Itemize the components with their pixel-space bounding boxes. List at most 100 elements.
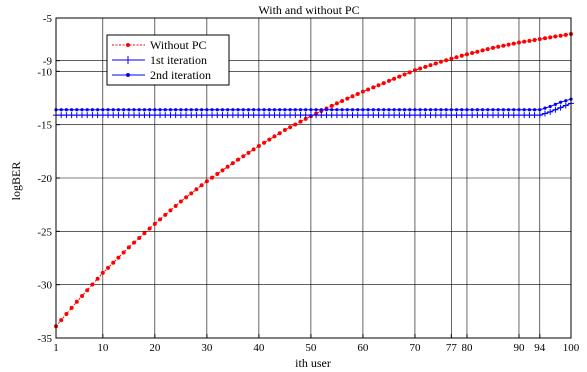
data-point xyxy=(527,108,531,112)
data-point xyxy=(515,112,522,119)
data-point xyxy=(183,112,190,119)
data-point xyxy=(475,108,479,112)
data-point xyxy=(340,98,345,103)
data-point xyxy=(532,37,537,42)
data-point xyxy=(401,112,408,119)
data-point xyxy=(382,108,386,112)
x-tick-label: 40 xyxy=(253,342,265,354)
data-point xyxy=(480,48,485,53)
y-tick-label: -5 xyxy=(43,13,53,25)
data-point xyxy=(376,108,381,112)
legend-label: 1st iteration xyxy=(150,53,207,67)
data-point xyxy=(407,70,412,75)
data-point xyxy=(355,91,360,96)
data-point xyxy=(349,112,356,119)
data-point xyxy=(111,260,116,265)
data-point xyxy=(255,112,262,119)
data-point xyxy=(173,203,178,208)
data-point xyxy=(318,112,325,119)
data-point xyxy=(459,53,464,58)
data-point xyxy=(184,108,188,112)
data-point xyxy=(548,35,553,40)
data-point xyxy=(359,112,366,119)
data-point xyxy=(210,108,214,112)
data-point xyxy=(73,112,80,119)
data-point xyxy=(142,231,147,236)
data-point xyxy=(58,112,65,119)
data-point xyxy=(323,112,330,119)
data-point xyxy=(120,112,127,119)
data-point xyxy=(489,112,496,119)
tick-layer: 1 10 20 30 40 50 60 70 77 80 90 94 100 -35 -30 -25 -20 -1… xyxy=(37,13,579,354)
data-point xyxy=(236,108,240,112)
data-point xyxy=(184,195,189,200)
data-point xyxy=(309,108,313,112)
data-point xyxy=(500,112,507,119)
data-point xyxy=(532,108,537,112)
data-point xyxy=(511,41,516,46)
data-point xyxy=(224,112,231,119)
data-point xyxy=(454,108,459,112)
data-point xyxy=(486,108,490,112)
data-point xyxy=(148,108,152,112)
data-point xyxy=(562,102,569,109)
y-tick-label: -30 xyxy=(37,280,52,292)
data-point xyxy=(314,108,318,112)
data-point xyxy=(427,112,434,119)
chart-title: With and without PC xyxy=(258,3,359,17)
data-point xyxy=(408,108,412,112)
data-point xyxy=(531,112,538,119)
data-point xyxy=(106,265,111,270)
data-point xyxy=(537,37,542,42)
data-point xyxy=(163,108,167,112)
data-point xyxy=(90,108,95,112)
data-point xyxy=(194,187,199,192)
data-point xyxy=(64,108,69,112)
data-point xyxy=(517,108,521,112)
data-point xyxy=(262,108,266,112)
data-point xyxy=(89,112,96,119)
data-point xyxy=(100,270,105,275)
data-point xyxy=(365,112,372,119)
data-point xyxy=(261,112,268,119)
data-point xyxy=(412,68,417,73)
data-point xyxy=(444,58,449,63)
data-point xyxy=(526,112,533,119)
data-point xyxy=(330,108,334,112)
data-point xyxy=(465,108,469,112)
data-point xyxy=(111,108,115,112)
series-line xyxy=(55,33,572,327)
data-point xyxy=(209,112,216,119)
data-point xyxy=(470,50,475,55)
data-point xyxy=(340,108,344,112)
data-point xyxy=(136,112,143,119)
data-point xyxy=(257,108,261,112)
data-point xyxy=(214,112,221,119)
data-point xyxy=(541,110,548,117)
x-tick-label: 30 xyxy=(201,342,213,354)
data-point xyxy=(297,112,304,119)
data-point xyxy=(115,112,122,119)
data-point xyxy=(543,106,547,110)
data-point xyxy=(324,108,329,112)
data-point xyxy=(215,108,219,112)
legend-marker xyxy=(124,56,132,64)
data-point xyxy=(418,66,423,71)
data-point xyxy=(434,108,438,112)
data-point xyxy=(179,108,183,112)
data-point xyxy=(288,125,293,130)
data-point xyxy=(548,104,552,109)
x-tick-label: 70 xyxy=(409,342,421,354)
data-point xyxy=(392,76,397,81)
data-point xyxy=(153,108,157,112)
data-point xyxy=(172,112,179,119)
data-point xyxy=(141,112,148,119)
data-point xyxy=(95,276,100,281)
data-point xyxy=(230,161,235,166)
data-point xyxy=(110,112,117,119)
data-point xyxy=(391,112,398,119)
data-point xyxy=(158,108,162,112)
y-tick-label: -15 xyxy=(37,120,52,132)
data-point xyxy=(428,108,433,112)
data-point xyxy=(121,250,126,255)
